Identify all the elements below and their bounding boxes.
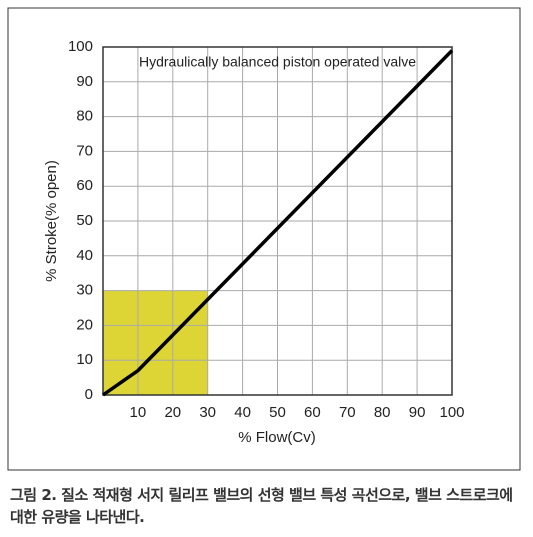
y-axis-label: % Stroke(% open)	[43, 160, 60, 282]
x-tick-label: 70	[339, 404, 356, 421]
x-tick-label: 40	[234, 404, 251, 421]
x-tick-label: 10	[130, 404, 147, 421]
x-tick-label: 50	[269, 404, 286, 421]
y-tick-label: 0	[85, 386, 93, 403]
chart: % Flow(Cv) % Stroke(% open) 0 10 20 30 40 50 6…	[7, 7, 521, 471]
annotation: Hydraulically balanced piston operated v…	[139, 54, 416, 70]
y-tick-label: 60	[76, 177, 93, 194]
x-tick-label: 90	[409, 404, 426, 421]
y-tick-label: 70	[76, 142, 93, 159]
x-tick-label: 20	[164, 404, 181, 421]
plot-border	[102, 46, 453, 396]
line	[101, 49, 454, 397]
x-tick-label: 60	[304, 404, 321, 421]
y-tick-label: 90	[76, 73, 93, 90]
y-tick-label: 40	[76, 247, 93, 264]
frame	[7, 7, 521, 471]
x-tick-label: 100	[439, 404, 464, 421]
caption: 그림 2. 질소 적재형 서지 릴리프 밸브의 선형 밸브 특성 곡선으로, 밸…	[10, 486, 513, 526]
x-tick-label: 80	[374, 404, 391, 421]
x-tick-label: 30	[199, 404, 216, 421]
y-tick-label: 10	[76, 351, 93, 368]
y-tick-label: 100	[68, 38, 93, 55]
y-tick-label: 30	[76, 282, 93, 299]
y-tick-label: 20	[76, 316, 93, 333]
y-tick-label: 80	[76, 108, 93, 125]
y-tick-label: 50	[76, 212, 93, 229]
x-axis-label: % Flow(Cv)	[238, 429, 316, 446]
highlight-region	[103, 290, 208, 395]
